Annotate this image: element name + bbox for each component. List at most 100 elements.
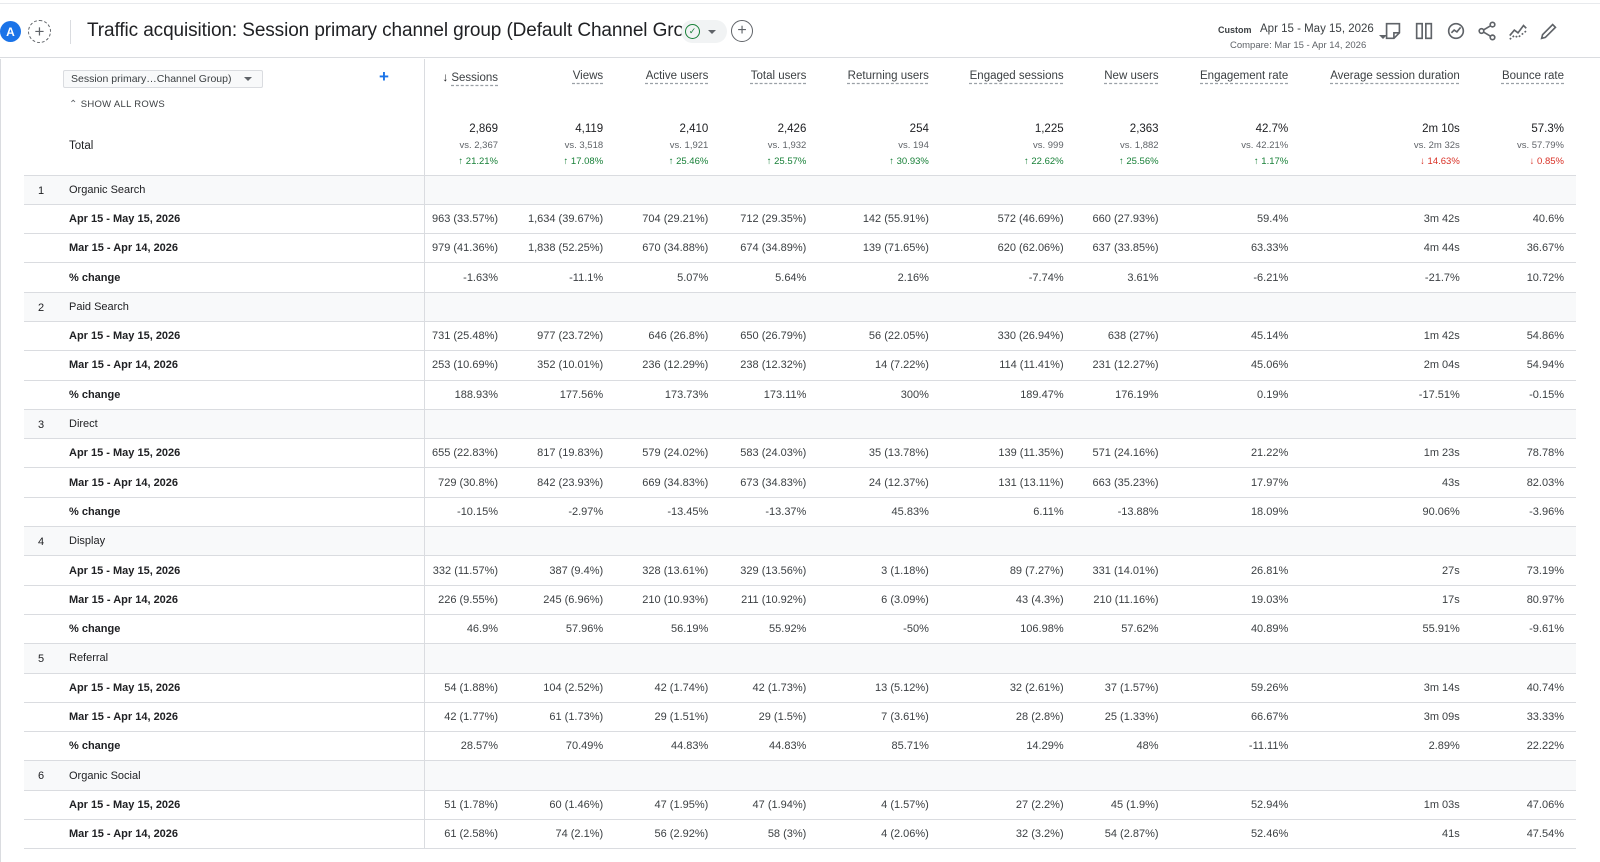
- table-row[interactable]: Apr 15 - May 15, 2026 963 (33.57%) 1,634 (…: [24, 204, 1576, 235]
- column-compare-total: vs. 3,518: [564, 140, 604, 151]
- add-comparison-icon[interactable]: +: [28, 20, 51, 43]
- table-cell: 41s: [1300, 819, 1472, 850]
- column-header-2[interactable]: Active users 2,410 vs. 1,921 ↑ 25.46%: [615, 59, 721, 176]
- column-name[interactable]: Total users: [751, 70, 807, 82]
- table-row[interactable]: Mar 15 - Apr 14, 2026 226 (9.55%) 245 (6.9…: [24, 585, 1576, 615]
- table-row-group[interactable]: 3 Direct: [24, 409, 1576, 440]
- table-row[interactable]: % change 188.93% 177.56% 173.73% 173.11% 300%…: [24, 380, 1576, 410]
- column-name[interactable]: Active users: [646, 70, 709, 82]
- column-name-text: Average session duration: [1330, 70, 1460, 82]
- table-cell: 45 (1.9%): [1075, 790, 1171, 821]
- table-row-group[interactable]: 6 Organic Social: [24, 760, 1576, 791]
- table-row[interactable]: Mar 15 - Apr 14, 2026 61 (2.58%) 74 (2.1%)…: [24, 819, 1576, 850]
- channel-name: Referral: [69, 652, 109, 665]
- table-row[interactable]: % change 28.57% 70.49% 44.83% 44.83% 85.71% 14…: [24, 731, 1576, 762]
- column-header-6[interactable]: New users 2,363 vs. 1,882 ↑ 25.56%: [1075, 59, 1171, 176]
- share-icon[interactable]: [1476, 20, 1498, 42]
- notes-icon[interactable]: [1382, 20, 1404, 42]
- table-cell: 59.26%: [1170, 673, 1301, 703]
- table-cell: 3m 42s: [1300, 204, 1472, 235]
- table-row-group[interactable]: 5 Referral: [24, 643, 1576, 674]
- show-all-rows-button[interactable]: ⌃ SHOW ALL ROWS: [69, 99, 165, 110]
- table-cell: 47 (1.95%): [615, 790, 721, 821]
- column-name[interactable]: Bounce rate: [1502, 70, 1564, 82]
- column-total: 2,363: [1129, 123, 1159, 135]
- table-cell: 63.33%: [1170, 233, 1301, 264]
- table-cell: 54.86%: [1471, 321, 1576, 352]
- row-rank: 4: [38, 536, 45, 549]
- column-header-9[interactable]: Bounce rate 57.3% vs. 57.79% ↓ 0.85%: [1471, 59, 1576, 176]
- row-label: Mar 15 - Apr 14, 2026: [24, 702, 425, 733]
- row-rank: 6: [38, 770, 45, 783]
- column-header-1[interactable]: Views 4,119 vs. 3,518 ↑ 17.08%: [510, 59, 616, 176]
- row-label: Apr 15 - May 15, 2026: [24, 555, 425, 586]
- table-row[interactable]: % change -10.15% -2.97% -13.45% -13.37% 45.83…: [24, 497, 1576, 528]
- table-row[interactable]: Apr 15 - May 15, 2026 54 (1.88%) 104 (2.52…: [24, 673, 1576, 703]
- report-status-dropdown[interactable]: ✓: [681, 20, 727, 43]
- row-dimension: 1 Organic Search: [24, 175, 425, 205]
- table-cell: 253 (10.69%): [424, 350, 511, 381]
- date-range-value: Apr 15 - May 15, 2026: [1260, 23, 1374, 35]
- table-cell: 673 (34.83%): [720, 467, 819, 498]
- column-header-8[interactable]: Average session duration 2m 10s vs. 2m 32s…: [1300, 59, 1472, 176]
- table-cell: 27s: [1300, 555, 1472, 586]
- dimension-select[interactable]: Session primary…Channel Group): [63, 70, 263, 88]
- table-row[interactable]: % change 46.9% 57.96% 56.19% 55.92% -50% 106.9…: [24, 614, 1576, 645]
- table-row[interactable]: Mar 15 - Apr 14, 2026 979 (41.36%) 1,838 (…: [24, 233, 1576, 264]
- insights-icon[interactable]: [1445, 20, 1467, 42]
- table-row[interactable]: Apr 15 - May 15, 2026 731 (25.48%) 977 (23…: [24, 321, 1576, 352]
- table-row[interactable]: Mar 15 - Apr 14, 2026 42 (1.77%) 61 (1.73%…: [24, 702, 1576, 733]
- data-table-container[interactable]: Session primary…Channel Group) + ⌃ SHOW A…: [24, 59, 1576, 862]
- table-row[interactable]: Apr 15 - May 15, 2026 51 (1.78%) 60 (1.46%…: [24, 790, 1576, 821]
- add-icon[interactable]: +: [731, 20, 753, 42]
- column-total: 2m 10s: [1422, 123, 1460, 135]
- row-dimension: 2 Paid Search: [24, 292, 425, 322]
- table-row[interactable]: Apr 15 - May 15, 2026 332 (11.57%) 387 (9.…: [24, 555, 1576, 586]
- column-name[interactable]: ↓ Sessions: [442, 70, 498, 84]
- table-row-group[interactable]: 2 Paid Search: [24, 292, 1576, 322]
- table-cell: 5.64%: [720, 262, 819, 293]
- column-header-3[interactable]: Total users 2,426 vs. 1,932 ↑ 25.57%: [720, 59, 819, 176]
- show-all-rows-label: SHOW ALL ROWS: [80, 99, 165, 110]
- chevron-down-icon: [244, 77, 252, 81]
- column-header-7[interactable]: Engagement rate 42.7% vs. 42.21% ↑ 1.17%: [1170, 59, 1301, 176]
- table-cell: -1.63%: [424, 262, 511, 293]
- column-name[interactable]: Average session duration: [1330, 70, 1460, 82]
- table-cell: 332 (11.57%): [424, 555, 511, 586]
- table-cell: 979 (41.36%): [424, 233, 511, 264]
- table-cell: 14 (7.22%): [818, 350, 941, 381]
- column-name[interactable]: New users: [1104, 70, 1158, 82]
- row-dimension: 6 Organic Social: [24, 760, 425, 791]
- table-cell: 57.96%: [510, 614, 616, 645]
- column-name[interactable]: Engagement rate: [1200, 70, 1288, 82]
- column-name[interactable]: Engaged sessions: [970, 70, 1064, 82]
- column-total: 1,225: [1034, 123, 1064, 135]
- table-cell: 104 (2.52%): [510, 673, 616, 703]
- table-cell: 42 (1.74%): [615, 673, 721, 703]
- column-header-5[interactable]: Engaged sessions 1,225 vs. 999 ↑ 22.62%: [940, 59, 1076, 176]
- table-cell: 238 (12.32%): [720, 350, 819, 381]
- table-cell: 646 (26.8%): [615, 321, 721, 352]
- table-row[interactable]: Mar 15 - Apr 14, 2026 253 (10.69%) 352 (10…: [24, 350, 1576, 381]
- edit-icon[interactable]: [1538, 20, 1560, 42]
- date-range-picker[interactable]: Custom Apr 15 - May 15, 2026 Compare: Ma…: [1180, 22, 1390, 54]
- table-row[interactable]: % change -1.63% -11.1% 5.07% 5.64% 2.16% -7.74…: [24, 262, 1576, 293]
- table-row-group[interactable]: 4 Display: [24, 526, 1576, 557]
- avatar[interactable]: A: [0, 21, 21, 42]
- table-row[interactable]: Apr 15 - May 15, 2026 655 (22.83%) 817 (19…: [24, 438, 1576, 469]
- column-name[interactable]: Returning users: [848, 70, 929, 82]
- sort-descending-icon[interactable]: ↓: [442, 70, 449, 84]
- table-cell: 45.83%: [818, 497, 941, 528]
- table-row[interactable]: Mar 15 - Apr 14, 2026 729 (30.8%) 842 (23.…: [24, 467, 1576, 498]
- column-name-text: Total users: [750, 70, 807, 82]
- compare-columns-icon[interactable]: [1413, 20, 1435, 42]
- column-name[interactable]: Views: [573, 70, 603, 82]
- add-dimension-icon[interactable]: +: [379, 67, 389, 86]
- table-cell: 660 (27.93%): [1075, 204, 1171, 235]
- column-total: 57.3%: [1531, 123, 1564, 135]
- column-header-0[interactable]: ↓ Sessions 2,869 vs. 2,367 ↑ 21.21%: [424, 59, 511, 176]
- table-row-group[interactable]: 1 Organic Search: [24, 175, 1576, 205]
- table-cell: 43 (4.3%): [940, 585, 1076, 615]
- column-header-4[interactable]: Returning users 254 vs. 194 ↑ 30.93%: [818, 59, 941, 176]
- trend-icon[interactable]: [1507, 20, 1529, 42]
